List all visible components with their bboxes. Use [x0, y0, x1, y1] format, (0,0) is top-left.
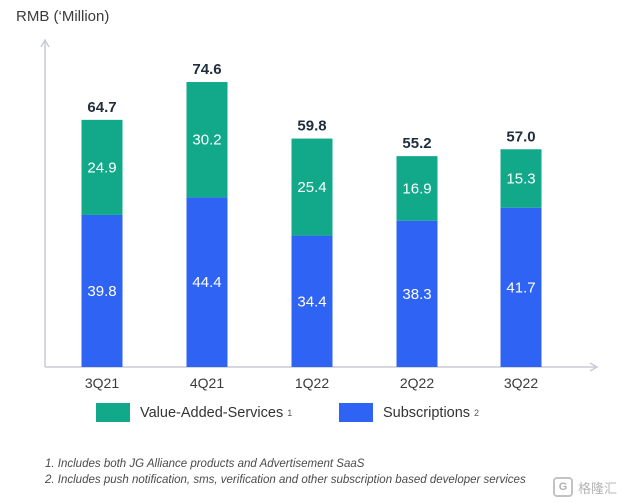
data-label-value-added-services-3q22: 15.3 — [506, 170, 535, 187]
data-label-subscriptions-2q22: 38.3 — [402, 286, 431, 303]
watermark-text: 格隆汇 — [577, 480, 617, 496]
x-tick-label-4q21: 4Q21 — [190, 375, 224, 391]
total-label-3q22: 57.0 — [506, 128, 535, 145]
legend-label-subscriptions: Subscriptions — [383, 404, 471, 421]
footnote-2: 2. Includes push notification, sms, veri… — [45, 474, 526, 486]
total-label-2q22: 55.2 — [402, 135, 431, 152]
y-axis-arrow — [40, 38, 50, 48]
legend-swatch-value-added-services — [96, 403, 130, 422]
legend-item-subscriptions: Subscriptions 2 — [339, 403, 479, 422]
legend-footnote-marker-1: 1 — [287, 407, 293, 418]
watermark: G 格隆汇 — [552, 477, 617, 497]
data-label-value-added-services-3q21: 24.9 — [87, 159, 116, 176]
data-label-value-added-services-4q21: 30.2 — [192, 132, 221, 149]
bar-subscriptions-3q21 — [81, 214, 123, 367]
x-tick-label-3q22: 3Q22 — [504, 375, 538, 391]
data-label-subscriptions-3q22: 41.7 — [506, 279, 535, 296]
legend-footnote-marker-2: 2 — [474, 407, 480, 418]
bar-subscriptions-2q22 — [396, 220, 438, 367]
footnotes: 1. Includes both JG Alliance products an… — [45, 456, 526, 488]
bar-value-added-services-3q21 — [81, 119, 123, 215]
bar-subscriptions-1q22 — [291, 235, 333, 367]
data-label-value-added-services-2q22: 16.9 — [402, 180, 431, 197]
bar-value-added-services-2q22 — [396, 156, 438, 221]
bar-value-added-services-3q22 — [500, 149, 542, 208]
total-label-3q21: 64.7 — [87, 99, 116, 116]
total-label-1q22: 59.8 — [297, 118, 326, 135]
data-label-subscriptions-4q21: 44.4 — [192, 274, 221, 291]
bar-value-added-services-1q22 — [291, 138, 333, 236]
gelonghui-logo-icon: G — [552, 477, 573, 497]
total-label-4q21: 74.6 — [192, 61, 221, 78]
y-axis-title: RMB (‘Million) — [16, 8, 110, 25]
legend-label-value-added-services: Value-Added-Services — [140, 404, 284, 421]
x-tick-label-3q21: 3Q21 — [85, 375, 119, 391]
data-label-subscriptions-1q22: 34.4 — [297, 293, 326, 310]
stacked-bar-chart: 39.8 24.9 64.7 3Q21 44.4 30.2 74.6 4Q21 34.4 25.4… — [40, 38, 599, 391]
x-tick-label-2q22: 2Q22 — [400, 375, 434, 391]
bar-value-added-services-4q21 — [186, 82, 228, 198]
footnote-1: 1. Includes both JG Alliance products an… — [45, 458, 365, 470]
bar-subscriptions-3q22 — [500, 207, 542, 367]
x-tick-label-1q22: 1Q22 — [295, 375, 329, 391]
x-axis-arrow — [589, 362, 599, 372]
data-label-value-added-services-1q22: 25.4 — [297, 179, 326, 196]
legend-item-value-added-services: Value-Added-Services 1 — [96, 403, 292, 422]
data-label-subscriptions-3q21: 39.8 — [87, 283, 116, 300]
bar-subscriptions-4q21 — [186, 197, 228, 367]
legend-swatch-subscriptions — [339, 403, 373, 422]
